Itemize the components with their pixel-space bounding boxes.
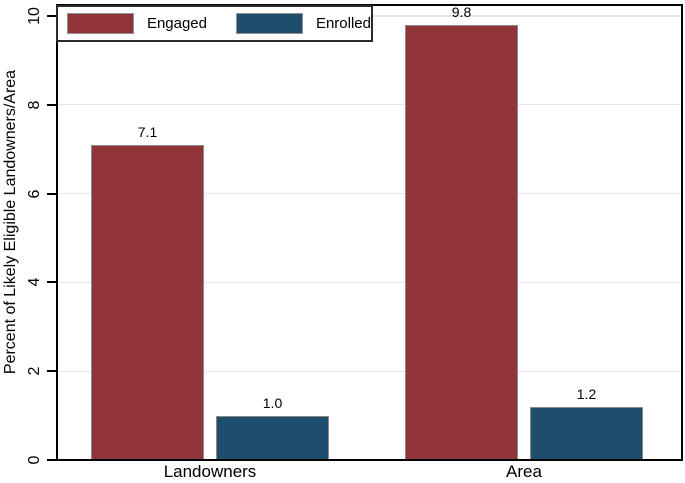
- legend-label-enrolled: Enrolled: [315, 15, 371, 32]
- y-tick-label-4: 4: [26, 277, 43, 287]
- bar-value-label-engaged-landowners: 7.1: [137, 123, 158, 140]
- bar-value-label-engaged-area: 9.8: [451, 3, 472, 20]
- y-tick-label-8: 8: [26, 100, 43, 110]
- bar-engaged-landowners: [91, 144, 204, 460]
- y-tick-0: [47, 459, 57, 461]
- y-tick-label-10: 10: [26, 7, 43, 25]
- x-category-label-area: Area: [506, 462, 542, 481]
- legend-swatch-enrolled: [236, 13, 303, 34]
- plot-area: 7.1 9.8 1.0 1.2 Engaged Enrolled: [56, 3, 683, 460]
- plot-border-right: [681, 4, 683, 461]
- gridline-2: [57, 370, 683, 372]
- bar-value-label-enrolled-area: 1.2: [576, 385, 597, 402]
- bar-enrolled-landowners: [216, 415, 329, 460]
- y-tick-label-6: 6: [26, 189, 43, 199]
- y-tick-10: [47, 15, 57, 17]
- bar-enrolled-area: [530, 406, 643, 460]
- legend: Engaged Enrolled: [56, 5, 373, 42]
- legend-swatch-engaged: [67, 13, 134, 34]
- y-tick-8: [47, 103, 57, 106]
- gridline-4: [57, 281, 683, 284]
- y-tick-4: [47, 281, 57, 284]
- gridline-6: [57, 192, 683, 195]
- y-tick-label-2: 2: [26, 366, 43, 376]
- y-axis-line: [56, 4, 58, 461]
- y-axis-title: Percent of Likely Eligible Landowners/Ar…: [2, 69, 19, 375]
- x-category-label-landowners: Landowners: [163, 462, 257, 481]
- bar-engaged-area: [405, 24, 518, 460]
- y-tick-2: [47, 370, 57, 373]
- y-tick-label-0: 0: [26, 455, 43, 465]
- gridline-8: [57, 104, 683, 106]
- x-axis-line: [56, 459, 683, 461]
- legend-label-engaged: Engaged: [146, 15, 207, 32]
- bar-value-label-enrolled-landowners: 1.0: [262, 394, 283, 411]
- y-tick-6: [47, 192, 57, 195]
